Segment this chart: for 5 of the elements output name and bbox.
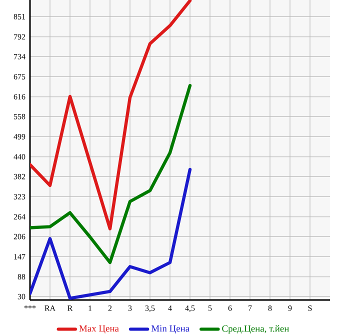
line-series: [30, 0, 192, 230]
line-series: [30, 84, 192, 264]
legend-label: Сред.Цена, т.йен: [222, 325, 289, 334]
legend-label: Min Цена: [151, 325, 190, 334]
legend-label: Max Цена: [79, 325, 119, 334]
